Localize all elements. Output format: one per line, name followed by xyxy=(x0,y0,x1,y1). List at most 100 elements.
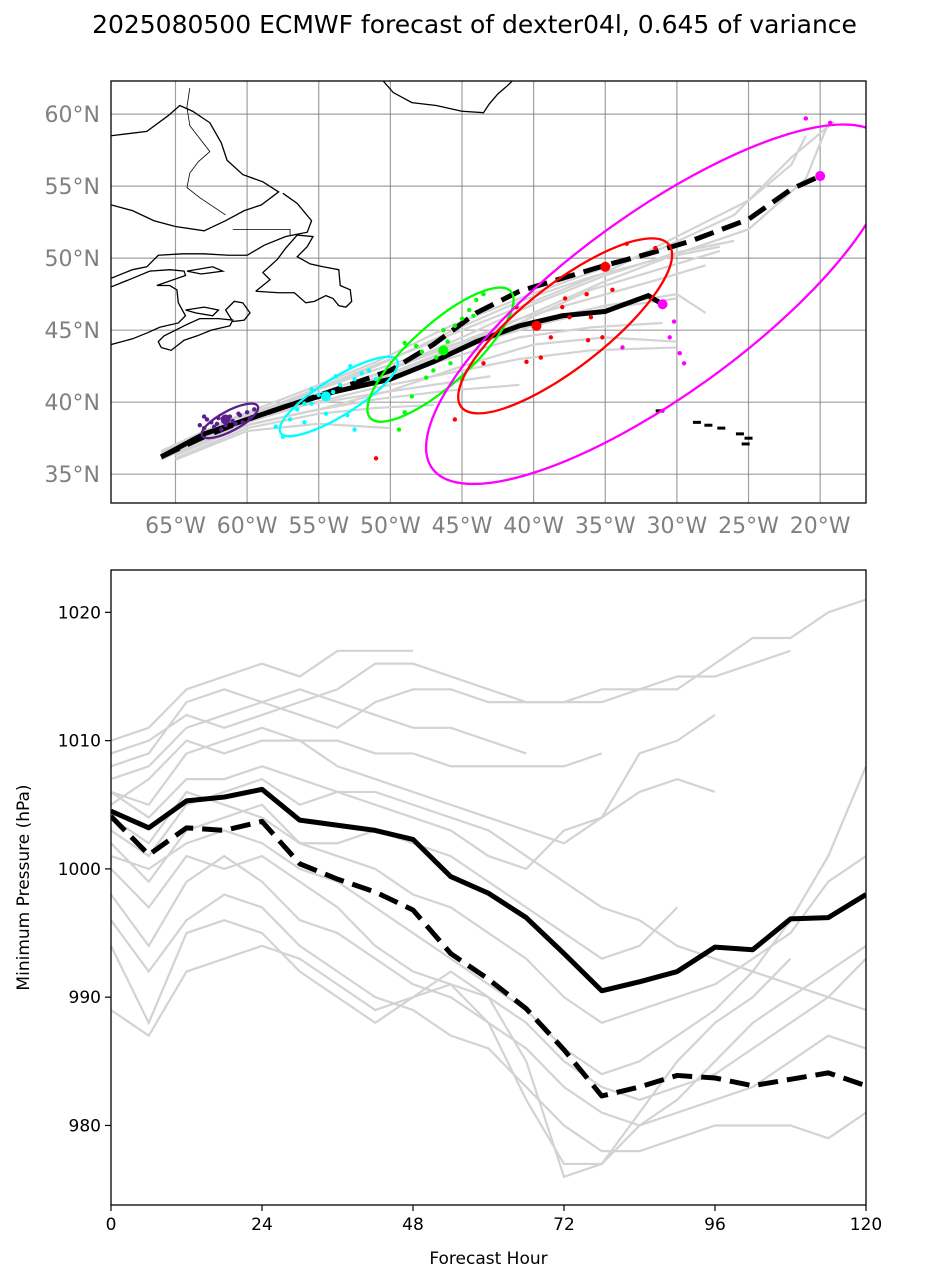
ensemble-position-dot xyxy=(448,361,453,366)
ensemble-position-dot xyxy=(419,349,425,354)
ensemble-pressure-line xyxy=(111,726,603,807)
ensemble-position-dot xyxy=(309,401,314,406)
ensemble-pressure-line xyxy=(111,714,716,845)
pressure-frame xyxy=(110,569,867,1206)
island xyxy=(704,423,713,427)
y-tick-label: 1020 xyxy=(58,603,101,623)
ensemble-position-dot xyxy=(452,323,458,329)
lon-tick-label: 60°W xyxy=(217,514,278,539)
ensemble-position-dot xyxy=(287,417,293,422)
ensemble-track xyxy=(175,422,391,461)
track-map-chart: 65°W 60°W 55°W 50°W 45°W 40°W 35°W 30°W 25°W 20°W… xyxy=(45,80,867,539)
uncertainty-ellipse xyxy=(457,237,674,415)
ensemble-track xyxy=(160,120,836,453)
ensemble-position-dot xyxy=(548,335,554,340)
ensemble-position-dot xyxy=(409,394,415,399)
uncertainty-ellipse xyxy=(424,123,866,486)
lon-tick-label: 30°W xyxy=(647,514,708,539)
ensemble-position-dot xyxy=(330,389,336,395)
mean-position-marker xyxy=(815,171,826,182)
uncertainty-ellipse xyxy=(278,355,400,438)
y-tick-label: 1010 xyxy=(58,732,101,752)
ensemble-position-dot xyxy=(214,421,220,426)
ensemble-position-dot xyxy=(352,427,357,432)
ensemble-position-dot xyxy=(373,456,379,461)
uncertainty-ellipse xyxy=(200,402,260,440)
ensemble-position-dot xyxy=(452,417,458,422)
lon-tick-label: 40°W xyxy=(503,514,564,539)
chart-title: 2025080500 ECMWF forecast of dexter04l, … xyxy=(92,10,857,39)
border-line xyxy=(232,228,291,236)
ensemble-position-dot xyxy=(402,340,407,346)
mean-position-marker xyxy=(320,391,331,402)
ensemble-position-dot xyxy=(620,345,625,350)
island xyxy=(717,426,726,430)
ensemble-position-dot xyxy=(827,120,833,125)
ensemble-position-dot xyxy=(471,313,476,318)
ensemble-position-dot xyxy=(567,315,572,320)
lat-tick-label: 50°N xyxy=(45,247,100,272)
ensemble-position-dot xyxy=(230,418,235,424)
y-tick-label: 1000 xyxy=(58,860,101,880)
y-axis-label: Minimum Pressure (hPa) xyxy=(14,784,34,990)
coastline xyxy=(111,269,187,346)
ensemble-position-dot xyxy=(445,339,450,344)
pressure-plot-area xyxy=(111,598,866,1179)
ensemble-position-dot xyxy=(359,371,364,376)
ensemble-position-dot xyxy=(671,319,677,324)
ensemble-position-dot xyxy=(431,368,436,373)
ensemble-pressure-line xyxy=(111,919,866,1166)
island xyxy=(744,436,753,440)
coastline xyxy=(111,192,313,279)
ensemble-position-dot xyxy=(197,423,203,428)
ensemble-pressure-line xyxy=(111,765,866,1012)
ensemble-position-dot xyxy=(211,424,217,429)
coastline xyxy=(157,317,234,352)
lon-tick-label: 35°W xyxy=(575,514,636,539)
island xyxy=(741,442,750,446)
ensemble-position-dot xyxy=(402,410,407,415)
ensemble-position-dot xyxy=(610,287,615,293)
ensemble-position-dot xyxy=(667,335,672,340)
ensemble-position-dot xyxy=(323,411,329,416)
ensemble-position-dot xyxy=(295,407,300,412)
ensemble-track xyxy=(175,403,434,460)
mean-position-marker xyxy=(438,345,449,356)
x-tick-label: 24 xyxy=(251,1215,273,1235)
ensemble-position-dot xyxy=(352,376,357,382)
ensemble-position-dot xyxy=(653,245,658,251)
ensemble-position-dot xyxy=(562,296,568,301)
ensemble-position-dot xyxy=(474,297,479,303)
ensemble-position-dot xyxy=(677,351,682,356)
ensemble-position-dot xyxy=(316,392,321,398)
lat-tick-label: 35°N xyxy=(45,463,100,488)
ensemble-pressure-line xyxy=(111,803,866,1025)
mean-position-marker xyxy=(657,299,668,310)
ensemble-position-dot xyxy=(204,417,210,422)
lon-tick-label: 50°W xyxy=(360,514,421,539)
ensemble-position-dot xyxy=(560,304,565,310)
ensemble-position-dot xyxy=(481,361,486,366)
ensemble-position-dot xyxy=(585,338,591,343)
x-tick-label: 120 xyxy=(850,1215,882,1235)
lat-tick-label: 60°N xyxy=(45,103,100,128)
ensemble-position-dot xyxy=(219,427,224,432)
ensemble-pressure-line xyxy=(111,598,866,768)
coastline xyxy=(224,300,251,323)
ensemble-position-dot xyxy=(459,316,465,321)
ensemble-pressure-line xyxy=(111,649,413,742)
coastline xyxy=(185,306,220,317)
x-tick-label: 96 xyxy=(704,1215,726,1235)
lat-tick-label: 45°N xyxy=(45,319,100,344)
x-tick-label: 48 xyxy=(402,1215,424,1235)
ensemble-position-dot xyxy=(466,307,472,313)
ensemble-pressure-line xyxy=(111,765,866,1076)
lon-tick-label: 55°W xyxy=(288,514,349,539)
ensemble-position-dot xyxy=(481,291,486,297)
ensemble-position-dot xyxy=(233,421,238,426)
x-tick-label: 72 xyxy=(553,1215,575,1235)
ensemble-position-dot xyxy=(423,375,429,380)
ensemble-position-dot xyxy=(396,427,402,432)
mean-track-solid xyxy=(159,292,664,460)
ensemble-position-dot xyxy=(252,407,257,412)
